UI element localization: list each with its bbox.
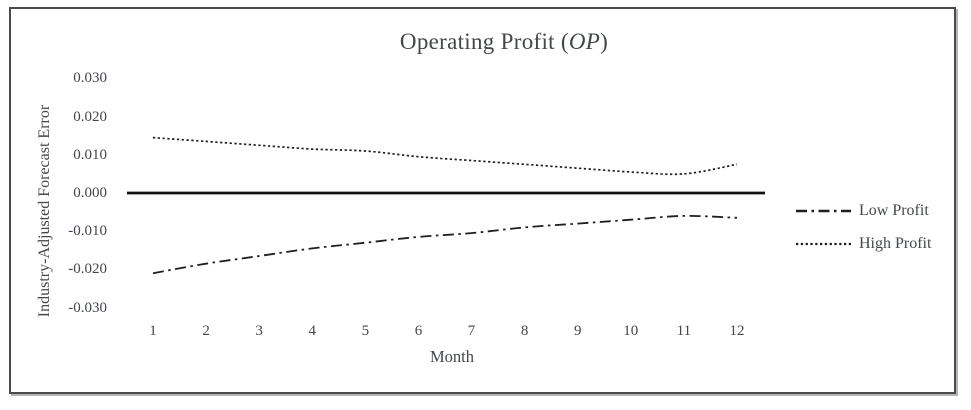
series-line-low-profit (152, 214, 738, 275)
y-tick-label: 0.020 (73, 108, 107, 125)
legend-item-high-profit: High Profit (795, 231, 931, 257)
y-tick-label: -0.020 (68, 261, 107, 278)
chart-title-italic: OP (568, 29, 601, 54)
chart-frame (9, 7, 956, 394)
y-tick-label: 0.000 (73, 185, 107, 201)
x-tick-label: 8 (520, 323, 529, 339)
x-tick-label: 3 (255, 323, 263, 339)
x-tick-label: 5 (361, 323, 370, 339)
x-tick-label: 7 (467, 323, 476, 339)
legend-item-low-profit: Low Profit (795, 198, 931, 224)
y-tick-label: 0.010 (73, 146, 107, 163)
x-tick-label: 9 (573, 323, 582, 339)
x-tick-label: 4 (308, 323, 317, 339)
legend: Low Profit High Profit (795, 198, 931, 264)
dotted-line-sample-icon (796, 242, 851, 246)
x-tick-label: 6 (414, 323, 423, 339)
chart-title-prefix: Operating Profit ( (399, 29, 569, 54)
x-tick-label: 2 (202, 323, 210, 339)
x-tick-label: 12 (729, 323, 745, 339)
chart-title: Operating Profit (OP) (400, 29, 608, 55)
y-tick-label: -0.010 (68, 223, 107, 240)
x-tick-label: 10 (623, 323, 639, 339)
y-tick-label: -0.030 (68, 299, 107, 316)
series-line-high-profit (152, 136, 738, 176)
dash-dot-line-sample-icon (796, 209, 851, 213)
legend-label-high-profit: High Profit (859, 235, 932, 252)
chart-title-suffix: ) (600, 29, 609, 54)
x-tick-label: 1 (149, 323, 157, 339)
legend-label-low-profit: Low Profit (859, 202, 929, 219)
x-axis-label: Month (429, 347, 475, 366)
y-tick-label: 0.030 (73, 70, 107, 87)
x-tick-label: 11 (676, 323, 692, 339)
